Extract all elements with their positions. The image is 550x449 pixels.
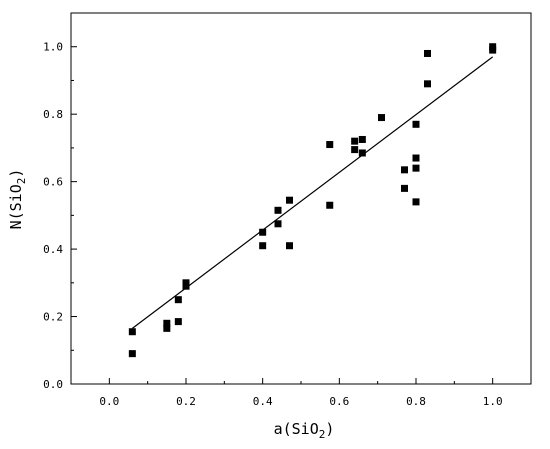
data-point (412, 120, 420, 128)
x-tick-label: 1.0 (483, 395, 503, 408)
x-tick-label: 0.4 (253, 395, 273, 408)
x-tick-label: 0.8 (406, 395, 426, 408)
data-point (412, 198, 420, 206)
data-point (489, 43, 497, 51)
ticks: 0.0 0.2 0.4 0.6 0.8 1.0 0.0 0.2 0.4 0.6 0.8 1.0 (43, 41, 502, 408)
y-tick-label: 0.4 (43, 243, 63, 256)
data-point (351, 137, 359, 145)
fit-line-group (131, 56, 494, 329)
data-point (424, 80, 431, 88)
data-points (128, 43, 497, 358)
data-point (182, 279, 190, 287)
x-axis-title-prefix: a(SiO (274, 420, 319, 438)
x-tick-label: 0.6 (329, 395, 349, 408)
data-point (174, 318, 182, 326)
data-point (286, 196, 293, 204)
y-axis-title-prefix: N(SiO (7, 184, 25, 229)
data-point (401, 184, 408, 192)
y-tick-label: 0.0 (43, 378, 63, 391)
y-tick-label: 0.6 (43, 176, 63, 189)
data-point (358, 135, 366, 143)
data-point (378, 114, 385, 122)
y-axis-title-subscript: 2 (15, 178, 28, 185)
y-axis-title: N(SiO2) (7, 169, 28, 230)
fit-line (131, 56, 494, 329)
data-point (163, 319, 171, 327)
data-point (274, 220, 282, 228)
data-point (128, 328, 136, 336)
data-point (128, 350, 136, 358)
data-point (259, 228, 267, 236)
data-point (351, 146, 359, 154)
x-tick-label: 0.0 (99, 395, 119, 408)
x-axis-title: a(SiO2) (274, 420, 335, 441)
data-point (326, 201, 334, 209)
data-point (424, 49, 431, 57)
data-point (274, 206, 282, 214)
y-tick-label: 1.0 (43, 41, 63, 54)
y-tick-label: 0.2 (43, 311, 63, 324)
data-point (286, 242, 293, 250)
y-tick-label: 0.8 (43, 108, 63, 121)
data-point (163, 324, 171, 332)
axes (70, 12, 532, 385)
plot-frame (70, 12, 532, 385)
data-point (174, 296, 182, 304)
data-point (358, 149, 366, 157)
data-point (412, 164, 420, 172)
data-point (401, 166, 408, 174)
x-tick-label: 0.2 (176, 395, 196, 408)
data-point (326, 141, 334, 149)
data-point (259, 242, 267, 250)
x-axis-title-subscript: 2 (319, 428, 326, 441)
x-axis-title-suffix: ) (325, 420, 334, 438)
data-point (412, 154, 420, 162)
y-axis-title-suffix: ) (7, 169, 25, 178)
